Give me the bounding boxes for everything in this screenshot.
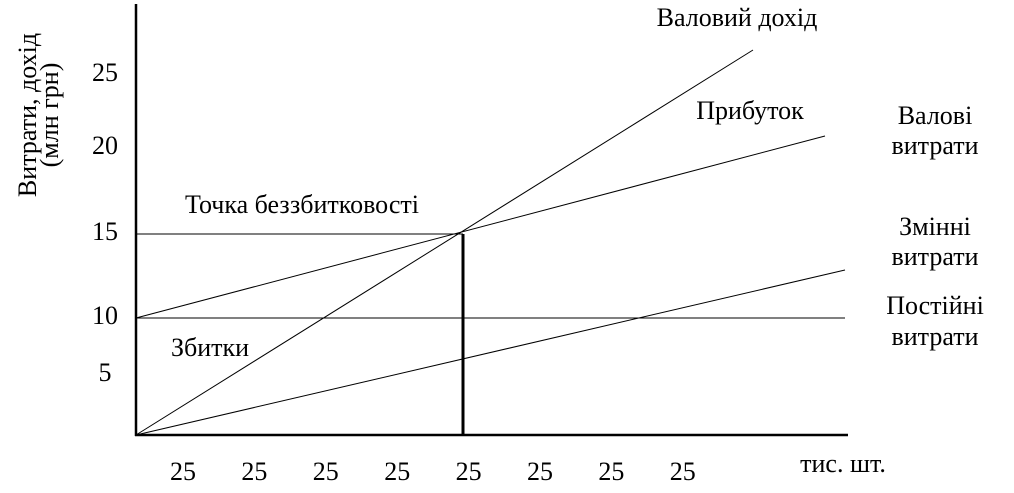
x-tick-label: 25	[670, 457, 696, 486]
variable-costs-line	[135, 269, 846, 436]
annotation: Постійні	[886, 291, 984, 320]
x-tick-label: 25	[384, 457, 410, 486]
x-axis-unit: тис. шт.	[800, 449, 886, 478]
y-axis-title: Витрати, дохід	[13, 33, 42, 197]
annotation: витрати	[891, 322, 978, 351]
annotation: Валові	[898, 101, 973, 130]
annotation: витрати	[891, 131, 978, 160]
gross-revenue-line	[135, 49, 754, 436]
x-tick-label: 25	[456, 457, 482, 486]
y-tick-label: 10	[92, 301, 118, 330]
annotation: Валовий дохід	[657, 3, 818, 32]
x-tick-label: 25	[313, 457, 339, 486]
x-tick-label: 25	[527, 457, 553, 486]
y-tick-label: 15	[92, 217, 118, 246]
annotation: Прибуток	[696, 96, 804, 125]
x-tick-label: 25	[170, 457, 196, 486]
annotation: витрати	[891, 242, 978, 271]
y-tick-label: 25	[92, 58, 118, 87]
y-axis-title: (млн грн)	[35, 63, 64, 168]
x-tick-label: 25	[598, 457, 624, 486]
annotation: Точка беззбитковості	[185, 190, 419, 219]
annotation: Змінні	[899, 212, 971, 241]
x-tick-label: 25	[241, 457, 267, 486]
annotation: Збитки	[171, 333, 249, 362]
y-tick-label: 5	[99, 358, 112, 387]
gross-costs-line	[135, 135, 826, 319]
y-tick-label: 20	[92, 131, 118, 160]
